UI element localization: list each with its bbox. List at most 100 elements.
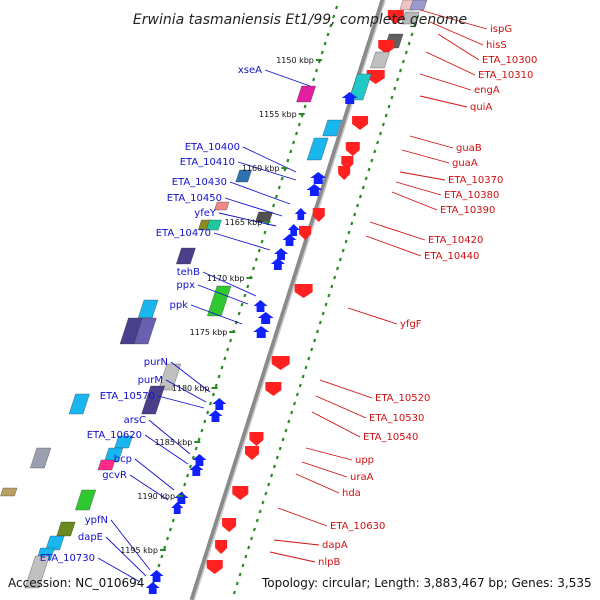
tick-mark (284, 428, 288, 433)
gene-label-left: yfeY (194, 208, 217, 219)
gene-arrow (215, 540, 228, 554)
gene-arrow (341, 92, 358, 104)
leader-line-left (97, 557, 141, 583)
gene-arrow (345, 142, 360, 156)
tick-mark (350, 221, 354, 226)
gene-label-right: ETA_10390 (440, 205, 495, 216)
gene-arrow (310, 172, 327, 184)
tick-mark (376, 140, 380, 145)
gene-label-left: purN (144, 357, 168, 368)
tick-mark (275, 455, 279, 460)
tick-mark (203, 419, 207, 424)
kbp-tick-label: 1190 kbp (137, 492, 175, 501)
tick-mark (220, 365, 224, 370)
tick-mark (338, 257, 342, 262)
gene-label-left: ppk (170, 300, 189, 311)
tick-mark (390, 95, 394, 100)
gene-arrow (249, 432, 264, 446)
tick-mark (301, 374, 305, 379)
tick-mark (304, 365, 308, 370)
tick-mark (217, 374, 221, 379)
gene-arrow (206, 560, 223, 574)
tick-mark (160, 554, 164, 559)
leader-line-left (202, 271, 257, 297)
gene-box (137, 299, 159, 319)
gene-box (255, 211, 273, 223)
gene-arrow (171, 502, 184, 514)
gene-box (75, 489, 97, 511)
tick-mark (298, 383, 302, 388)
leader-line-layer (97, 9, 488, 583)
gene-label-left: ETA_10620 (87, 430, 142, 441)
tick-mark (329, 23, 333, 28)
leader-line-left (129, 474, 169, 501)
leader-line-left (197, 284, 249, 305)
gene-arrow (192, 454, 207, 466)
leader-line-right (315, 395, 367, 419)
tick-mark (214, 383, 218, 388)
leader-line-right (419, 95, 468, 108)
gene-arrow (294, 208, 307, 220)
leader-line-right (399, 171, 446, 181)
tick-mark (238, 572, 242, 577)
tick-mark (166, 536, 170, 541)
tick-mark (234, 320, 238, 325)
kbp-tick-label: 1160 kbp (242, 164, 280, 173)
tick-mark (246, 284, 250, 289)
gene-label-right: ETA_10630 (330, 521, 385, 532)
leader-line-left (218, 212, 277, 227)
gene-label-left: gcvR (102, 470, 127, 481)
gene-box (56, 521, 76, 537)
leader-line-left (110, 519, 151, 571)
kbp-tick-label: 1185 kbp (155, 438, 193, 447)
tick-mark (243, 293, 247, 298)
gene-label-right: hisS (486, 40, 507, 51)
tick-mark (255, 518, 259, 523)
map-title: Erwinia tasmaniensis Et1/99, complete ge… (133, 12, 467, 28)
gene-box (348, 73, 372, 101)
gene-label-left: ypfN (85, 515, 108, 526)
leader-line-left (148, 419, 191, 455)
tick-mark (270, 473, 274, 478)
gene-box (370, 51, 390, 69)
tick-mark (272, 203, 276, 208)
tick-mark (324, 302, 328, 307)
gene-label-left: arsC (124, 415, 146, 426)
tick-mark (274, 194, 278, 199)
kbp-tick-label: 1180 kbp (172, 384, 210, 393)
gene-label-right: ispG (490, 24, 512, 35)
gene-arrow (378, 40, 395, 54)
leader-line-right (347, 307, 398, 325)
leader-line-left (224, 197, 283, 217)
tick-mark (313, 338, 317, 343)
leader-line-right (319, 379, 373, 399)
gene-box (207, 285, 232, 317)
gene-label-left: ETA_10570 (100, 391, 155, 402)
gene-label-left: ETA_10430 (172, 177, 227, 188)
tick-mark (297, 122, 301, 127)
tick-mark (211, 392, 215, 397)
tick-mark (335, 266, 340, 271)
gene-label-right: ETA_10420 (428, 235, 483, 246)
tick-mark (332, 14, 336, 19)
tick-mark (251, 266, 256, 271)
leader-line-right (429, 21, 484, 46)
gene-label-right: ETA_10310 (478, 70, 533, 81)
tick-mark (252, 527, 256, 532)
tick-mark (364, 176, 368, 181)
gene-box (401, 11, 420, 25)
gene-label-right: ETA_10370 (448, 175, 503, 186)
gene-box (214, 201, 230, 211)
topology-text: Topology: circular; Length: 3,883,467 bp… (261, 576, 592, 590)
gene-box (141, 385, 165, 415)
gene-label-right: hda (342, 488, 361, 499)
leader-line-right (425, 51, 476, 76)
gene-arrow (222, 518, 237, 532)
leader-line-right (269, 551, 316, 563)
tick-mark (292, 401, 297, 406)
tick-mark (280, 176, 284, 181)
gene-label-right: uraA (350, 472, 374, 483)
kbp-tick-label: 1150 kbp (276, 56, 314, 65)
